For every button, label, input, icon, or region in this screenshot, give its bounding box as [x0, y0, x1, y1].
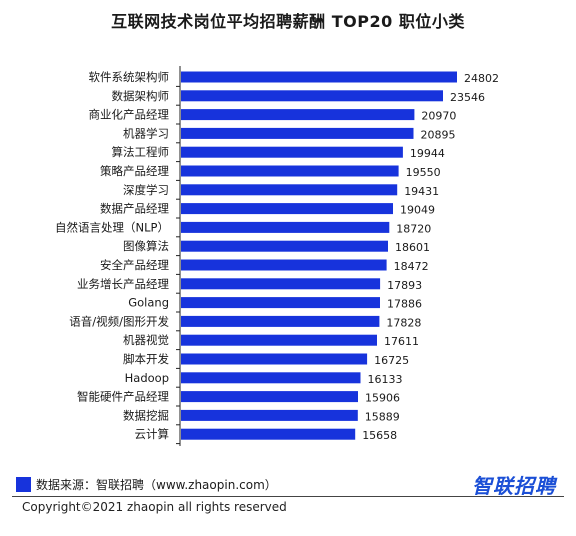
bar-5: [181, 165, 399, 177]
category-label: 软件系统架构师: [89, 70, 170, 84]
bar-9: [181, 240, 388, 252]
category-label: 图像算法: [123, 239, 169, 253]
category-label: 安全产品经理: [100, 258, 169, 272]
footer-divider: [12, 496, 564, 497]
bar-17: [181, 391, 358, 403]
value-label: 17611: [384, 335, 419, 348]
category-label: 语音/视频/图形开发: [69, 314, 169, 328]
bar-2: [181, 109, 415, 121]
category-label: 数据架构师: [112, 89, 170, 103]
category-label: 机器视觉: [123, 333, 169, 347]
bar-8: [181, 221, 390, 233]
value-label: 17828: [386, 316, 421, 329]
bar-1: [181, 90, 443, 102]
value-label: 24802: [464, 72, 499, 85]
value-label: 19944: [410, 147, 445, 160]
category-label: 智能硬件产品经理: [77, 390, 169, 404]
bar-10: [181, 259, 387, 271]
category-label: 算法工程师: [112, 145, 170, 159]
chart-title: 互联网技术岗位平均招聘薪酬 TOP20 职位小类: [111, 12, 465, 31]
value-label: 20895: [421, 128, 456, 141]
category-label: 脚本开发: [123, 352, 169, 366]
bar-chart: 软件系统架构师 24802 数据架构师 23546 商业化产品经理 20970 机器学习 20…: [55, 66, 499, 446]
value-label: 18472: [394, 260, 429, 273]
category-label: 自然语言处理（NLP）: [55, 220, 169, 234]
category-label: 数据产品经理: [100, 202, 169, 216]
data-source-text: 数据来源：智联招聘（www.zhaopin.com）: [36, 477, 277, 492]
category-label: Hadoop: [125, 371, 169, 385]
category-label: Golang: [128, 296, 169, 310]
value-label: 20970: [421, 110, 456, 123]
category-label: 策略产品经理: [100, 164, 169, 178]
bar-14: [181, 334, 377, 346]
category-label: 数据挖掘: [123, 408, 169, 422]
value-label: 19550: [406, 166, 441, 179]
category-label: 商业化产品经理: [89, 108, 170, 122]
bar-18: [181, 409, 358, 421]
bar-3: [181, 127, 414, 139]
category-label: 深度学习: [123, 183, 169, 197]
value-label: 15906: [365, 392, 400, 405]
bar-11: [181, 278, 381, 290]
bar-12: [181, 297, 380, 309]
bar-16: [181, 372, 361, 384]
bar-0: [181, 71, 457, 83]
category-label: 云计算: [135, 427, 170, 441]
category-label: 机器学习: [123, 126, 169, 140]
value-label: 17893: [387, 279, 422, 292]
category-label: 业务增长产品经理: [77, 277, 169, 291]
value-label: 16133: [368, 373, 403, 386]
value-label: 16725: [374, 354, 409, 367]
value-label: 15658: [362, 429, 397, 442]
bar-19: [181, 428, 356, 440]
bar-13: [181, 315, 380, 327]
value-label: 18720: [396, 222, 431, 235]
value-label: 19431: [404, 185, 439, 198]
bars-group: 软件系统架构师 24802 数据架构师 23546 商业化产品经理 20970 机器学习 20…: [55, 70, 499, 445]
zhaopin-logo: 智联招聘: [472, 474, 556, 498]
bar-6: [181, 184, 398, 196]
source-color-square: [16, 476, 31, 492]
value-label: 15889: [365, 410, 400, 423]
value-label: 18601: [395, 241, 430, 254]
bar-4: [181, 146, 403, 158]
value-label: 17886: [387, 298, 422, 311]
bar-15: [181, 353, 368, 365]
copyright-text: Copyright©2021 zhaopin all rights reserv…: [22, 500, 287, 514]
bar-7: [181, 203, 393, 215]
data-source-note: 数据来源：智联招聘（www.zhaopin.com）: [16, 476, 277, 492]
value-label: 19049: [400, 204, 435, 217]
value-label: 23546: [450, 91, 485, 104]
